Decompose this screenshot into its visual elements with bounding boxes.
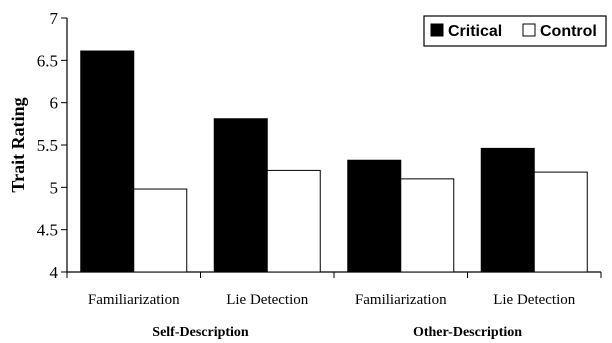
- legend-label-control: Control: [540, 23, 597, 40]
- x-category-label: Lie Detection: [493, 292, 576, 308]
- y-tick-label: 6.5: [37, 51, 58, 70]
- bars: [80, 50, 588, 273]
- bar-control-3: [400, 178, 455, 273]
- legend-box: [423, 15, 607, 47]
- legend: Critical Control: [423, 15, 607, 47]
- bar-control-2: [266, 169, 321, 273]
- group-label: Self-Description: [152, 325, 249, 340]
- y-axis-label: Trait Rating: [8, 97, 28, 192]
- labels: 4 4.5 5 5.5 6 6.5 7 Familiarization Lie Detectio…: [8, 9, 576, 340]
- legend-swatch-critical: [430, 23, 444, 37]
- x-category-label: Familiarization: [355, 292, 447, 308]
- y-tick-label: 4: [50, 263, 59, 282]
- bar-critical-1: [80, 50, 135, 273]
- y-tick-label: 4.5: [37, 221, 58, 240]
- x-category-label: Familiarization: [88, 292, 180, 308]
- y-tick-label: 5.5: [37, 136, 58, 155]
- bar-critical-3: [347, 159, 402, 273]
- legend-swatch-control: [522, 23, 536, 37]
- bar-critical-2: [213, 118, 268, 273]
- bar-control-4: [533, 171, 588, 273]
- bar-critical-4: [480, 147, 535, 273]
- y-tick-label: 7: [50, 9, 59, 28]
- bar-control-1: [133, 188, 188, 273]
- y-tick-label: 6: [50, 94, 59, 113]
- x-category-label: Lie Detection: [226, 292, 309, 308]
- y-tick-label: 5: [50, 178, 59, 197]
- group-label: Other-Description: [413, 325, 522, 340]
- legend-label-critical: Critical: [448, 23, 502, 40]
